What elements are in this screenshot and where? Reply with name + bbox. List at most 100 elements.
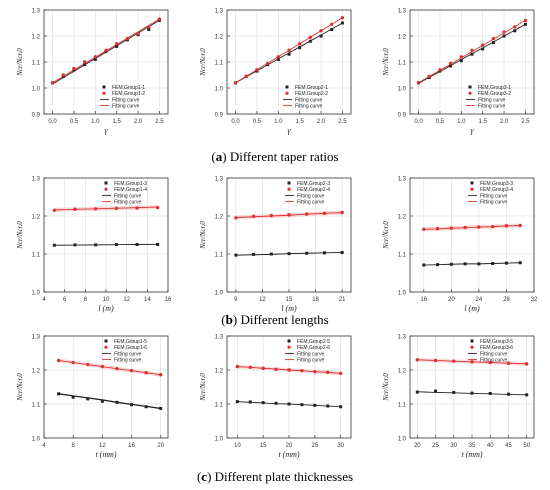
data-point-red	[136, 31, 140, 36]
legend-marker-red	[468, 91, 472, 95]
tick-label-x: 30	[337, 443, 344, 449]
data-point-red	[82, 60, 87, 64]
tick-label-x: 28	[503, 297, 510, 303]
tick-label-x: 12	[123, 297, 130, 303]
data-point-red	[513, 25, 517, 29]
data-point-red	[255, 68, 259, 72]
data-point-red	[506, 361, 511, 365]
tick-label-x: 16	[420, 297, 427, 303]
tick-label-x: 24	[476, 297, 483, 303]
legend-marker-red	[104, 345, 108, 349]
tick-label-y: 1.2	[215, 35, 224, 41]
chart-panel-5: 1.0 1.1 1.2 1.3 16 20 24 28 32 l (m) Ncr/Ncr,0 FEM,…	[382, 177, 538, 314]
tick-label-x: 40	[487, 443, 494, 449]
data-point-red	[504, 224, 509, 228]
data-point-black	[513, 29, 517, 33]
data-point-red	[438, 68, 442, 72]
tick-label-y: 0.9	[398, 113, 407, 119]
y-axis-label: Ncr/Ncr,0	[199, 48, 207, 77]
data-point-red	[135, 206, 139, 210]
tick-label-y: 1.0	[398, 437, 407, 443]
tick-label-x: 16	[165, 297, 172, 303]
legend-label: Fitting curve	[297, 200, 324, 206]
tick-label-x: 1.5	[113, 119, 122, 125]
data-point-black	[340, 21, 344, 25]
data-point-red	[449, 226, 454, 230]
data-point-red	[147, 25, 151, 29]
data-point-black	[159, 406, 163, 410]
data-point-red	[463, 225, 467, 230]
legend-marker-black	[102, 85, 106, 89]
data-point-black	[287, 402, 291, 406]
data-point-black	[298, 46, 302, 50]
data-point-red	[448, 61, 453, 65]
data-point-black	[274, 401, 278, 405]
data-point-red	[525, 362, 529, 366]
tick-label-y: 0.9	[32, 113, 41, 119]
tick-label-y: 1.1	[215, 61, 224, 67]
tick-label-x: 8	[84, 297, 88, 303]
legend-marker-black	[287, 339, 291, 343]
data-point-black	[235, 400, 239, 404]
tick-label-x: 18	[312, 297, 319, 303]
tick-label-x: 1.0	[91, 119, 100, 125]
data-point-black	[83, 63, 87, 67]
caption-a-text: Different taper ratios	[229, 149, 339, 164]
data-point-red	[297, 42, 302, 46]
tick-label-y: 1.3	[215, 177, 224, 183]
legend-label: FEM,Group3-1	[478, 85, 511, 91]
tick-label-y: 1.3	[398, 335, 407, 341]
legend-label: FEM,Group1-3	[114, 181, 147, 187]
data-point-red	[234, 216, 238, 220]
legend-label: Fitting curve	[114, 200, 141, 206]
tick-label-x: 20	[448, 297, 455, 303]
legend-label: FEM,Group3-5	[480, 339, 513, 345]
tick-label-y: 1.0	[215, 291, 224, 297]
data-point-black	[339, 405, 343, 409]
data-point-black	[459, 59, 463, 63]
data-point-black	[276, 57, 280, 61]
data-point-black	[434, 389, 438, 393]
data-point-black	[269, 252, 273, 256]
tick-label-y: 1.0	[32, 437, 41, 443]
data-point-black	[491, 41, 495, 44]
y-axis-label: Ncr/Ncr,0	[382, 48, 390, 77]
data-point-red	[114, 42, 119, 46]
data-point-black	[326, 404, 330, 408]
chart-panel-8: 1.0 1.1 1.2 1.3 20 25 30 35 40 45 50 t (mm) Ncr/Ncr,…	[382, 335, 535, 459]
data-point-red	[326, 370, 330, 375]
legend-marker-red	[287, 345, 291, 349]
tick-label-x: 2.0	[500, 119, 509, 125]
data-point-black	[248, 400, 252, 404]
tick-label-x: 2.5	[338, 119, 347, 125]
tick-label-y: 1.1	[32, 403, 41, 409]
legend-label: Fitting curve	[478, 97, 505, 103]
data-point-black	[415, 390, 419, 394]
data-point-red	[313, 370, 317, 374]
x-axis-label: l (m)	[281, 304, 297, 313]
data-point-red	[265, 61, 270, 65]
data-point-black	[147, 28, 151, 31]
tick-label-y: 1.1	[215, 403, 224, 409]
data-point-red	[233, 81, 238, 85]
tick-label-x: 35	[469, 443, 476, 449]
data-point-red	[523, 18, 528, 23]
legend-marker-red	[287, 187, 291, 191]
data-point-black	[481, 47, 485, 51]
chart-panel-6: 1.0 1.1 1.2 1.3 4 8 12 16 20 t (mm) Ncr/Ncr,0 FEM,G…	[16, 335, 169, 459]
data-point-black	[144, 405, 148, 409]
legend-label: FEM,Group1-5	[114, 339, 147, 345]
data-point-black	[93, 57, 97, 61]
tick-label-x: 25	[432, 443, 439, 449]
data-point-black	[252, 252, 256, 256]
data-point-black	[330, 28, 334, 31]
x-axis-label: t (mm)	[461, 450, 482, 459]
data-point-red	[115, 366, 119, 371]
y-axis-label: Ncr/Ncr,0	[16, 373, 24, 402]
x-axis-label: l (m)	[464, 304, 480, 313]
data-point-black	[234, 253, 238, 257]
legend-label: Fitting curve	[480, 358, 507, 364]
tick-label-y: 1.3	[398, 177, 407, 183]
tick-label-y: 1.3	[32, 177, 41, 183]
data-point-red	[319, 29, 323, 33]
